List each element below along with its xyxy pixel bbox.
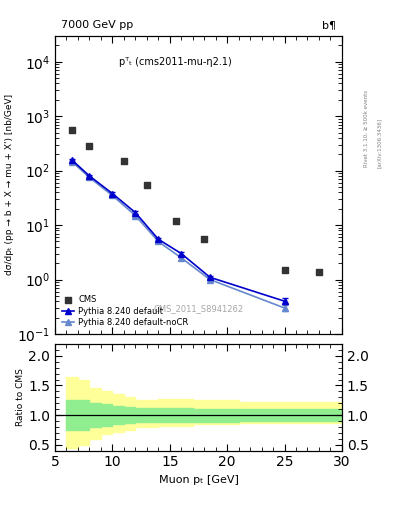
Text: b¶: b¶ — [322, 20, 336, 30]
Text: pᵀₜ (cms2011-mu-η2.1): pᵀₜ (cms2011-mu-η2.1) — [119, 57, 232, 67]
Pythia 8.240 default — [208, 274, 212, 281]
CMS — [121, 157, 127, 165]
Pythia 8.240 default-noCR — [87, 175, 92, 181]
Line: Pythia 8.240 default: Pythia 8.240 default — [69, 157, 288, 305]
CMS — [173, 217, 179, 225]
CMS — [281, 266, 288, 274]
X-axis label: Muon pₜ [GeV]: Muon pₜ [GeV] — [158, 475, 239, 485]
CMS — [86, 142, 93, 151]
Text: [arXiv:1306.3436]: [arXiv:1306.3436] — [376, 118, 382, 168]
Pythia 8.240 default-noCR — [208, 276, 212, 283]
Pythia 8.240 default-noCR — [282, 305, 287, 311]
Pythia 8.240 default — [110, 190, 115, 197]
Pythia 8.240 default — [156, 236, 161, 242]
Pythia 8.240 default-noCR — [110, 193, 115, 199]
Y-axis label: dσ/dpₜ (pp → b + X → mu + X') [nb/GeV]: dσ/dpₜ (pp → b + X → mu + X') [nb/GeV] — [5, 94, 14, 275]
Pythia 8.240 default-noCR — [133, 212, 138, 219]
Pythia 8.240 default — [282, 298, 287, 304]
Line: Pythia 8.240 default-noCR: Pythia 8.240 default-noCR — [69, 158, 288, 311]
CMS — [69, 126, 75, 135]
CMS — [201, 235, 208, 243]
CMS — [316, 267, 322, 275]
Pythia 8.240 default — [70, 157, 75, 163]
Text: Rivet 3.1.10, ≥ 500k events: Rivet 3.1.10, ≥ 500k events — [364, 90, 369, 166]
Pythia 8.240 default — [133, 209, 138, 216]
Y-axis label: Ratio to CMS: Ratio to CMS — [17, 369, 26, 426]
Pythia 8.240 default — [179, 250, 184, 257]
Pythia 8.240 default-noCR — [179, 255, 184, 261]
Legend: CMS, Pythia 8.240 default, Pythia 8.240 default-noCR: CMS, Pythia 8.240 default, Pythia 8.240 … — [59, 293, 191, 330]
Pythia 8.240 default-noCR — [156, 239, 161, 245]
Text: 7000 GeV pp: 7000 GeV pp — [61, 20, 133, 30]
CMS — [144, 181, 150, 189]
Pythia 8.240 default — [87, 173, 92, 179]
Text: CMS_2011_S8941262: CMS_2011_S8941262 — [153, 304, 244, 313]
Pythia 8.240 default-noCR — [70, 159, 75, 165]
